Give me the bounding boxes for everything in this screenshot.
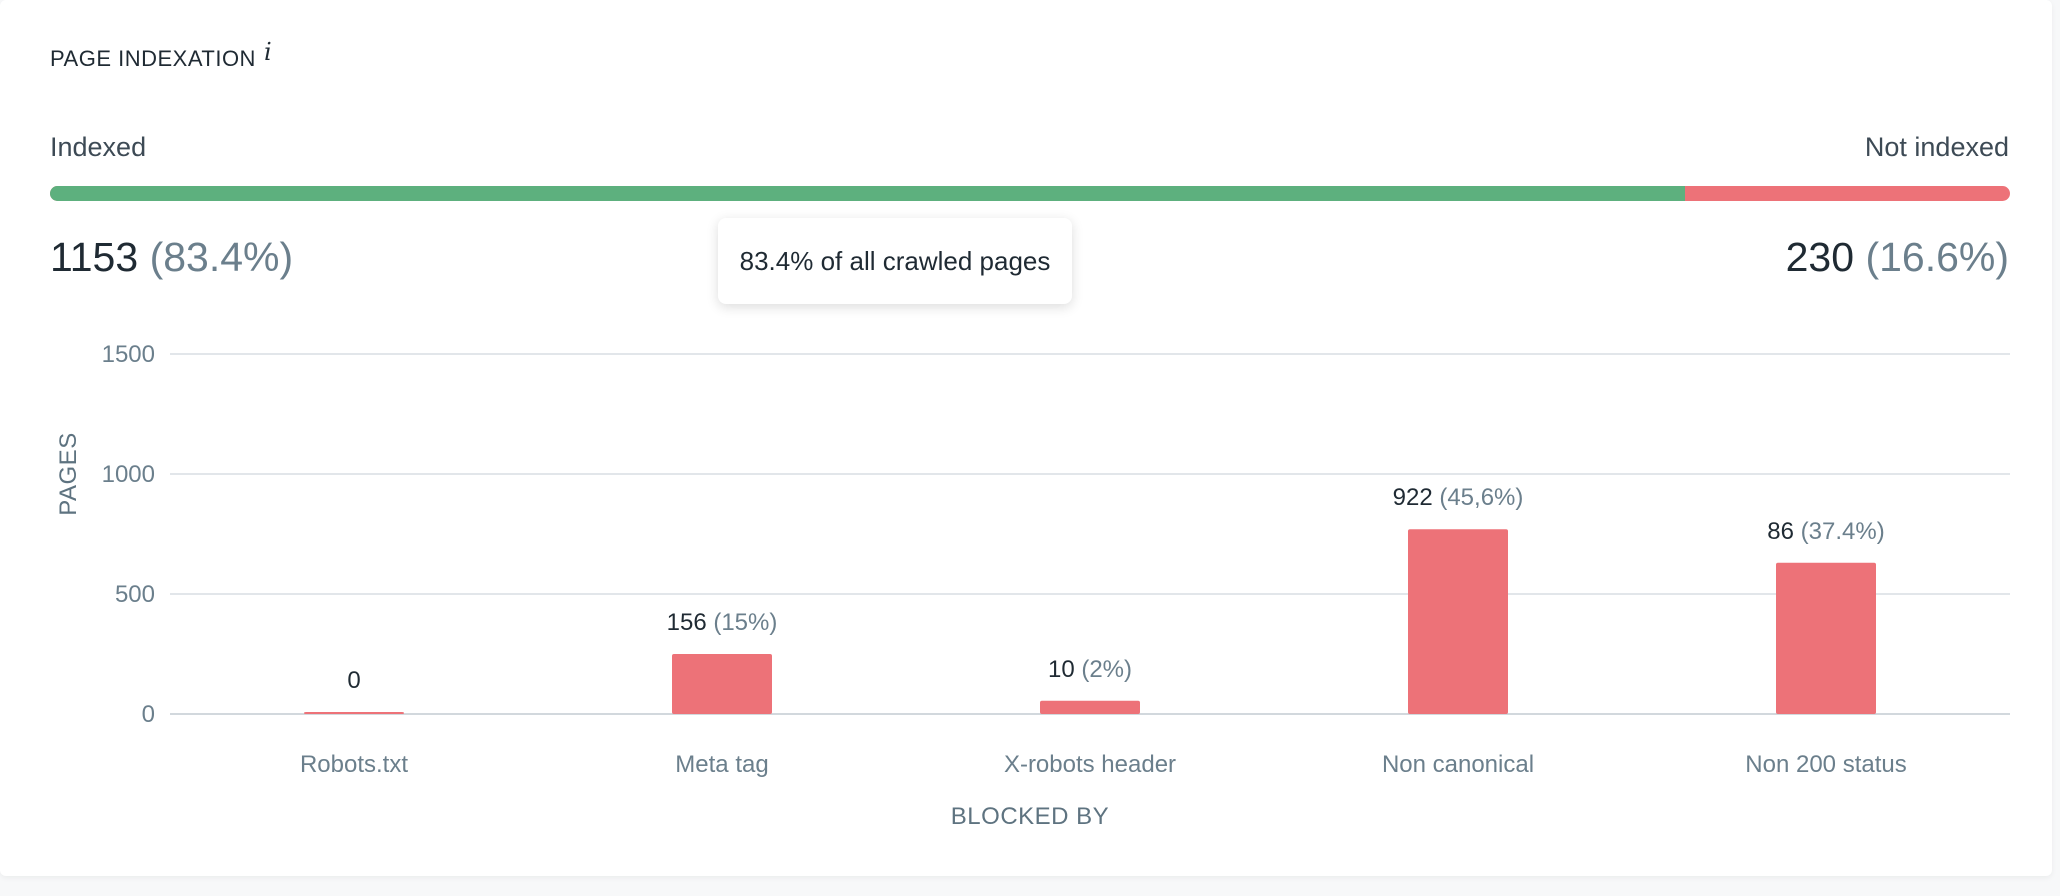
y-tick-label: 500 (115, 581, 155, 608)
x-tick-label: Non 200 status (1745, 751, 1906, 778)
x-tick-label: Meta tag (675, 751, 768, 778)
y-axis-title: PAGES (55, 432, 82, 515)
page-indexation-card: PAGE INDEXATION i Indexed Not indexed 11… (50, 38, 2010, 830)
data-label-percent: (2%) (1075, 656, 1132, 683)
tooltip-text: 83.4% of all crawled pages (739, 245, 1051, 276)
data-label: 156 (15%) (667, 609, 778, 636)
data-label-percent: (45,6%) (1433, 484, 1524, 511)
y-tick-label: 1500 (102, 341, 155, 368)
bar (1040, 700, 1140, 714)
data-label-value: 10 (1048, 656, 1075, 683)
card-title: PAGE INDEXATION (50, 46, 256, 71)
not-indexed-count: 230 (1785, 234, 1855, 280)
indexed-percent: (83.4%) (149, 234, 294, 280)
bar (304, 712, 404, 714)
not-indexed-stat: 230 (16.6%) (1786, 234, 2009, 281)
y-tick-label: 0 (142, 701, 155, 728)
progress-tooltip: 83.4% of all crawled pages (718, 218, 1072, 304)
indexed-label: Indexed (50, 132, 147, 162)
indexed-progress-fill (50, 186, 1685, 201)
bar (1408, 529, 1508, 714)
data-label: 10 (2%) (1048, 656, 1132, 683)
data-label-percent: (15%) (707, 609, 778, 636)
x-tick-label: X-robots header (1004, 751, 1176, 778)
y-tick-label: 1000 (102, 461, 155, 488)
info-icon[interactable]: i (264, 38, 272, 66)
data-label: 922 (45,6%) (1393, 484, 1524, 511)
indexation-progress-bar[interactable] (50, 186, 2010, 201)
data-label-value: 0 (347, 667, 360, 694)
bar (1776, 562, 1876, 714)
indexed-count: 1153 (50, 234, 139, 280)
not-indexed-percent: (16.6%) (1865, 234, 2009, 280)
data-label-value: 156 (667, 609, 707, 636)
not-indexed-label: Not indexed (1864, 132, 2009, 162)
x-tick-label: Robots.txt (300, 751, 408, 778)
data-label-percent: (37.4%) (1794, 518, 1885, 545)
x-axis-title: BLOCKED BY (951, 803, 1109, 830)
data-label-value: 922 (1393, 484, 1433, 511)
bar (672, 654, 772, 714)
indexed-stat: 1153 (83.4%) (50, 234, 293, 281)
data-label-value: 86 (1767, 518, 1794, 545)
data-label: 86 (37.4%) (1767, 518, 1884, 545)
x-tick-label: Non canonical (1382, 751, 1534, 778)
blocked-by-bar-chart: 0 500 1000 1500 PAGES 0 Robots.txt 156 (15%) Met… (55, 341, 2010, 830)
data-label: 0 (347, 667, 360, 694)
